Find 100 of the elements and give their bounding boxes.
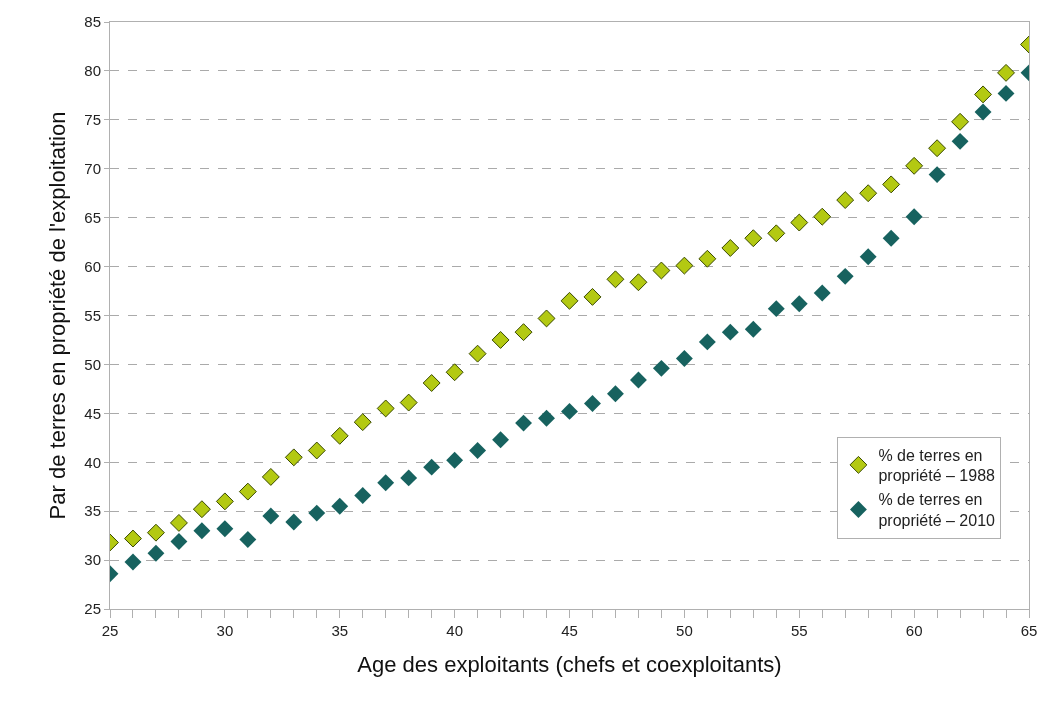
point bbox=[216, 520, 234, 538]
point bbox=[951, 112, 970, 131]
point bbox=[629, 273, 648, 292]
point bbox=[491, 331, 510, 349]
x-tick-label: 55 bbox=[790, 622, 808, 639]
point bbox=[124, 553, 142, 571]
point bbox=[169, 513, 188, 532]
point bbox=[515, 414, 532, 432]
point bbox=[997, 84, 1015, 102]
y-tick-label: 25 bbox=[84, 600, 101, 618]
point bbox=[193, 522, 211, 540]
point bbox=[538, 409, 555, 427]
y-tick-label: 45 bbox=[84, 404, 101, 422]
x-tick-label: 45 bbox=[561, 622, 578, 639]
point bbox=[583, 287, 602, 306]
point bbox=[354, 487, 372, 504]
point bbox=[307, 441, 326, 460]
point bbox=[560, 291, 579, 310]
point bbox=[170, 533, 188, 550]
point bbox=[446, 451, 464, 469]
point bbox=[859, 184, 878, 203]
point bbox=[215, 492, 234, 511]
y-tick-label: 85 bbox=[84, 13, 101, 31]
point bbox=[238, 482, 257, 501]
point bbox=[376, 399, 395, 418]
point bbox=[353, 413, 372, 432]
point bbox=[790, 295, 808, 313]
y-tick-label: 65 bbox=[84, 208, 101, 226]
point bbox=[239, 531, 257, 548]
point bbox=[537, 309, 556, 328]
x-tick-label: 40 bbox=[446, 622, 463, 639]
point bbox=[836, 191, 855, 210]
point bbox=[859, 248, 877, 266]
point bbox=[721, 323, 739, 341]
point bbox=[652, 359, 670, 377]
point bbox=[629, 371, 647, 389]
y-tick-label: 30 bbox=[84, 551, 101, 569]
x-tick-label: 35 bbox=[331, 622, 349, 639]
point bbox=[974, 103, 992, 121]
y-tick-label: 60 bbox=[84, 257, 101, 275]
point bbox=[974, 85, 992, 104]
point bbox=[997, 63, 1015, 82]
point bbox=[905, 208, 923, 226]
point bbox=[284, 448, 303, 467]
point bbox=[147, 544, 165, 562]
point bbox=[698, 249, 717, 268]
point bbox=[584, 395, 601, 412]
point bbox=[882, 229, 900, 247]
point bbox=[836, 267, 854, 285]
y-tick-label: 40 bbox=[84, 453, 101, 471]
point bbox=[698, 333, 716, 351]
point bbox=[721, 239, 740, 257]
point bbox=[790, 213, 809, 232]
point bbox=[767, 224, 786, 243]
y-tick-label: 80 bbox=[84, 62, 101, 80]
y-tick-label: 70 bbox=[84, 160, 101, 177]
point bbox=[492, 431, 510, 449]
y-tick-label: 75 bbox=[84, 111, 101, 129]
point bbox=[561, 402, 578, 420]
y-axis-title: Par de terres en propriété de l'exploitation bbox=[45, 111, 71, 520]
point bbox=[399, 393, 418, 412]
point bbox=[652, 261, 671, 280]
point bbox=[308, 504, 326, 522]
point bbox=[675, 350, 693, 367]
point bbox=[767, 300, 785, 318]
x-tick-label: 65 bbox=[1020, 622, 1038, 639]
x-tick-label: 60 bbox=[905, 622, 923, 639]
point bbox=[377, 474, 395, 492]
point bbox=[744, 229, 763, 248]
point bbox=[261, 467, 280, 486]
y-tick-label: 50 bbox=[84, 355, 101, 373]
point bbox=[147, 523, 165, 542]
point bbox=[422, 374, 441, 392]
x-tick-label: 50 bbox=[676, 622, 693, 639]
x-axis-title: Age des exploitants (chefs et coexploitants) bbox=[357, 651, 782, 677]
point bbox=[468, 344, 487, 363]
point bbox=[330, 426, 349, 445]
point bbox=[262, 507, 280, 525]
point bbox=[331, 497, 349, 515]
point bbox=[400, 469, 418, 487]
point bbox=[514, 323, 533, 342]
point bbox=[813, 207, 832, 226]
point bbox=[192, 500, 211, 519]
point bbox=[928, 166, 946, 184]
point bbox=[124, 529, 142, 548]
point bbox=[905, 156, 924, 175]
point bbox=[285, 513, 303, 531]
point bbox=[469, 442, 487, 459]
point bbox=[675, 256, 694, 275]
point bbox=[607, 385, 624, 403]
point bbox=[951, 132, 969, 150]
point bbox=[606, 270, 625, 289]
point bbox=[445, 363, 464, 382]
legend-label: % de terres en propriété – 1988 bbox=[878, 446, 996, 485]
point bbox=[928, 139, 947, 158]
x-tick-label: 25 bbox=[101, 622, 119, 639]
point bbox=[882, 175, 901, 194]
point bbox=[744, 320, 762, 338]
y-tick-label: 35 bbox=[84, 502, 101, 520]
x-tick-label: 30 bbox=[216, 622, 234, 639]
